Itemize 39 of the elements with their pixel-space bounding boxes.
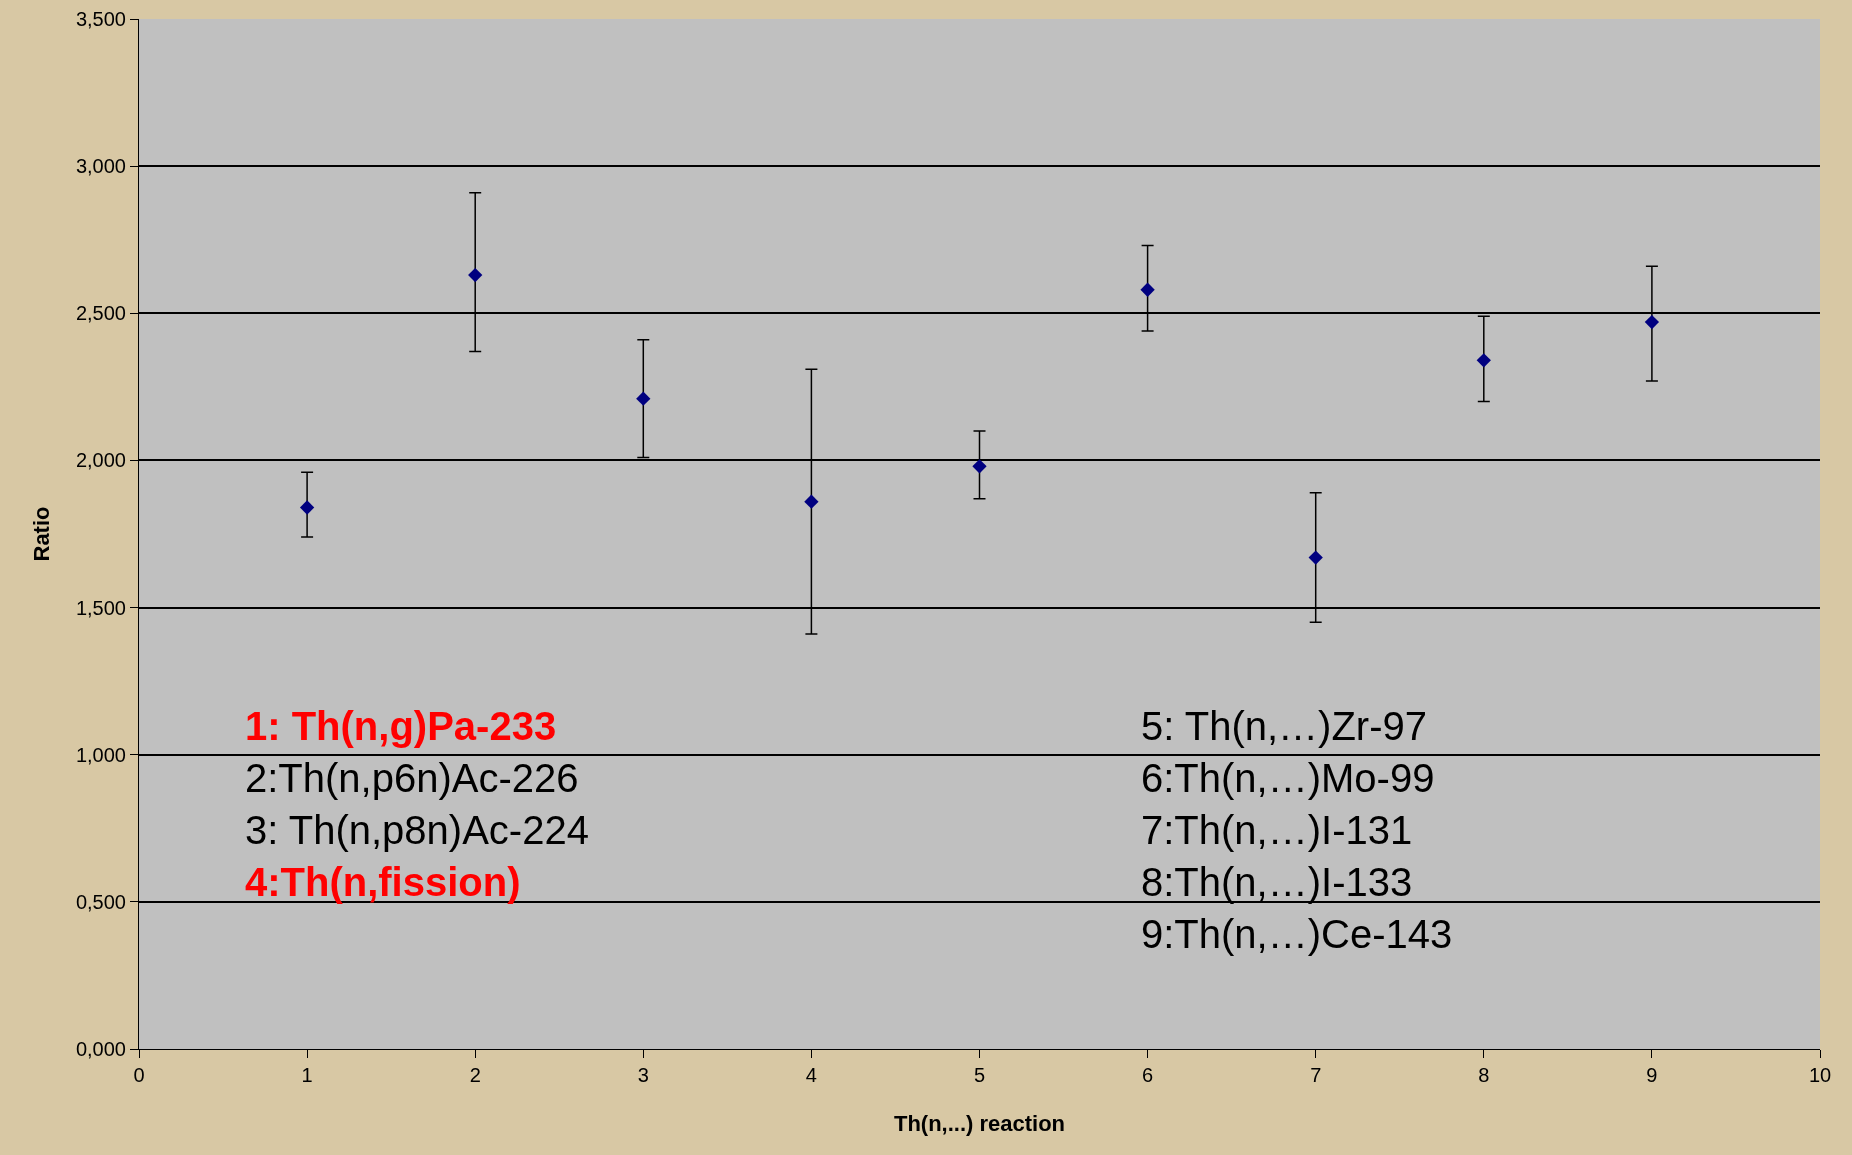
annotation: 7:Th(n,…)I-131 xyxy=(1141,808,1413,852)
annotation: 8:Th(n,…)I-133 xyxy=(1141,860,1413,904)
annotation: 4:Th(n,fission) xyxy=(245,860,521,904)
x-tick-label: 3 xyxy=(637,1064,649,1086)
y-tick-label: 1,500 xyxy=(75,596,126,619)
point xyxy=(804,494,819,509)
annotation: 2:Th(n,p6n)Ac-226 xyxy=(245,756,579,800)
y-tick-label: 2,000 xyxy=(75,449,126,472)
point xyxy=(1476,353,1491,368)
x-tick-label: 0 xyxy=(133,1064,145,1086)
y-axis-title: Ratio xyxy=(28,506,54,562)
point xyxy=(468,267,483,283)
y-tick-label: 3,500 xyxy=(75,8,126,30)
point xyxy=(299,500,315,515)
annotation: 5: Th(n,…)Zr-97 xyxy=(1141,704,1427,748)
point xyxy=(1140,282,1155,297)
x-tick-label: 7 xyxy=(1310,1064,1322,1086)
point xyxy=(1308,550,1323,565)
y-tick-label: 3,000 xyxy=(75,155,126,178)
x-tick-label: 5 xyxy=(973,1064,986,1086)
point xyxy=(636,391,651,406)
point xyxy=(1644,314,1660,330)
x-tick-label: 9 xyxy=(1646,1064,1658,1086)
x-tick-label: 6 xyxy=(1142,1064,1154,1086)
x-tick-label: 10 xyxy=(1808,1064,1832,1086)
x-tick-label: 4 xyxy=(805,1064,817,1086)
y-tick-label: 2,500 xyxy=(75,302,126,325)
y-tick-label: 0,000 xyxy=(75,1038,126,1060)
point xyxy=(972,459,987,474)
annotation: 3: Th(n,p8n)Ac-224 xyxy=(245,808,589,852)
x-axis-title: Th(n,...) reaction xyxy=(893,1110,1066,1136)
y-tick-label: 1,000 xyxy=(75,743,126,766)
annotation: 6:Th(n,…)Mo-99 xyxy=(1141,756,1435,800)
annotation: 9:Th(n,…)Ce-143 xyxy=(1141,912,1453,956)
y-tick-label: 0,500 xyxy=(75,890,126,913)
x-tick-label: 2 xyxy=(469,1064,481,1086)
annotation: 1: Th(n,g)Pa-233 xyxy=(245,704,557,748)
x-tick-label: 8 xyxy=(1478,1064,1490,1086)
x-tick-label: 1 xyxy=(301,1064,313,1086)
